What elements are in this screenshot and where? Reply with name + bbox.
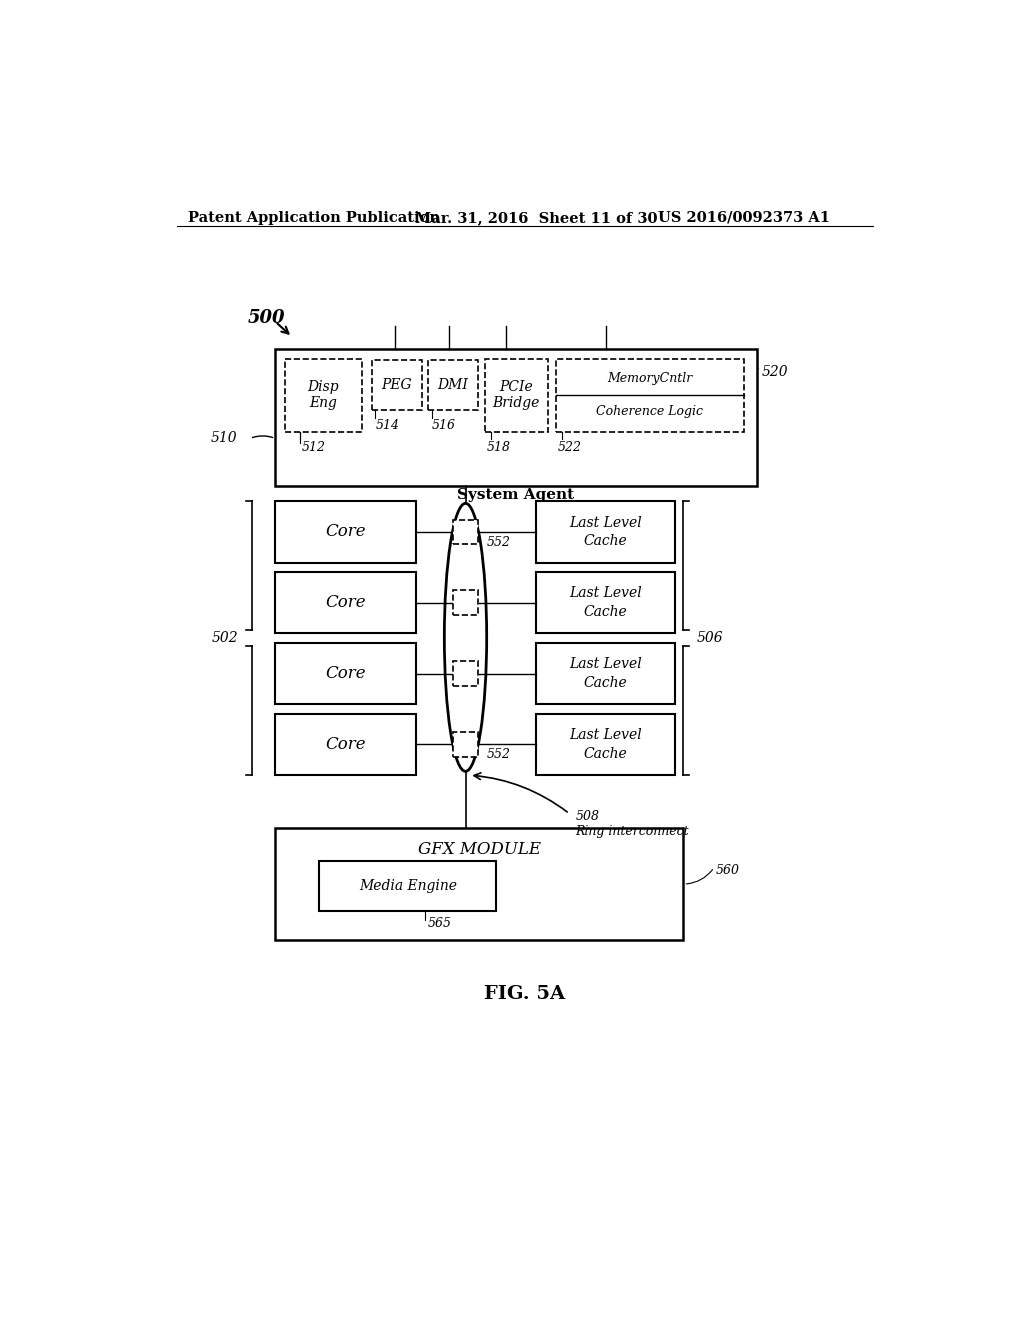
- Bar: [319, 861, 497, 911]
- Text: Ring interconnect: Ring interconnect: [575, 825, 689, 838]
- Text: 522: 522: [558, 441, 582, 454]
- Bar: [275, 643, 416, 705]
- Text: Core: Core: [326, 594, 367, 611]
- Bar: [275, 502, 416, 562]
- Text: 520: 520: [762, 364, 788, 379]
- Text: Last Level
Cache: Last Level Cache: [569, 729, 642, 760]
- Text: Patent Application Publication: Patent Application Publication: [188, 211, 440, 224]
- Text: US 2016/0092373 A1: US 2016/0092373 A1: [658, 211, 830, 224]
- Text: Last Level
Cache: Last Level Cache: [569, 516, 642, 548]
- Bar: [454, 590, 478, 615]
- Text: 514: 514: [376, 420, 399, 433]
- Text: 516: 516: [432, 420, 456, 433]
- Text: Core: Core: [326, 523, 367, 540]
- Bar: [537, 572, 675, 634]
- Text: Core: Core: [326, 735, 367, 752]
- Bar: [275, 572, 416, 634]
- Text: DMI: DMI: [437, 378, 468, 392]
- Text: 552: 552: [487, 748, 511, 762]
- Bar: [537, 643, 675, 705]
- Text: 508: 508: [575, 810, 600, 822]
- Text: System Agent: System Agent: [458, 488, 574, 502]
- Text: Last Level
Cache: Last Level Cache: [569, 657, 642, 690]
- Text: 552: 552: [487, 536, 511, 549]
- Bar: [484, 359, 548, 432]
- Text: 510: 510: [210, 432, 237, 445]
- Text: Coherence Logic: Coherence Logic: [596, 405, 703, 418]
- Text: FIG. 5A: FIG. 5A: [484, 985, 565, 1003]
- Bar: [454, 520, 478, 544]
- Bar: [454, 733, 478, 756]
- Text: 502: 502: [212, 631, 239, 645]
- Bar: [275, 714, 416, 775]
- Bar: [537, 714, 675, 775]
- Bar: [275, 350, 757, 487]
- Bar: [372, 360, 422, 411]
- Text: PCIe
Bridge: PCIe Bridge: [493, 380, 540, 411]
- Bar: [428, 360, 478, 411]
- Text: Last Level
Cache: Last Level Cache: [569, 586, 642, 619]
- Text: Core: Core: [326, 665, 367, 682]
- Text: 500: 500: [248, 309, 285, 326]
- Text: 506: 506: [696, 631, 723, 645]
- Bar: [454, 661, 478, 686]
- Bar: [275, 829, 683, 940]
- Text: GFX MODULE: GFX MODULE: [418, 841, 541, 858]
- Text: Disp
Eng: Disp Eng: [307, 380, 339, 411]
- Bar: [556, 359, 744, 432]
- Text: PEG: PEG: [381, 378, 412, 392]
- Bar: [537, 502, 675, 562]
- Text: MemoryCntlr: MemoryCntlr: [607, 372, 692, 385]
- Bar: [285, 359, 361, 432]
- Text: 518: 518: [487, 441, 511, 454]
- Text: Mar. 31, 2016  Sheet 11 of 30: Mar. 31, 2016 Sheet 11 of 30: [416, 211, 658, 224]
- Text: 512: 512: [301, 441, 326, 454]
- Text: Media Engine: Media Engine: [358, 879, 457, 892]
- Text: 560: 560: [716, 863, 739, 876]
- Text: 565: 565: [428, 917, 452, 929]
